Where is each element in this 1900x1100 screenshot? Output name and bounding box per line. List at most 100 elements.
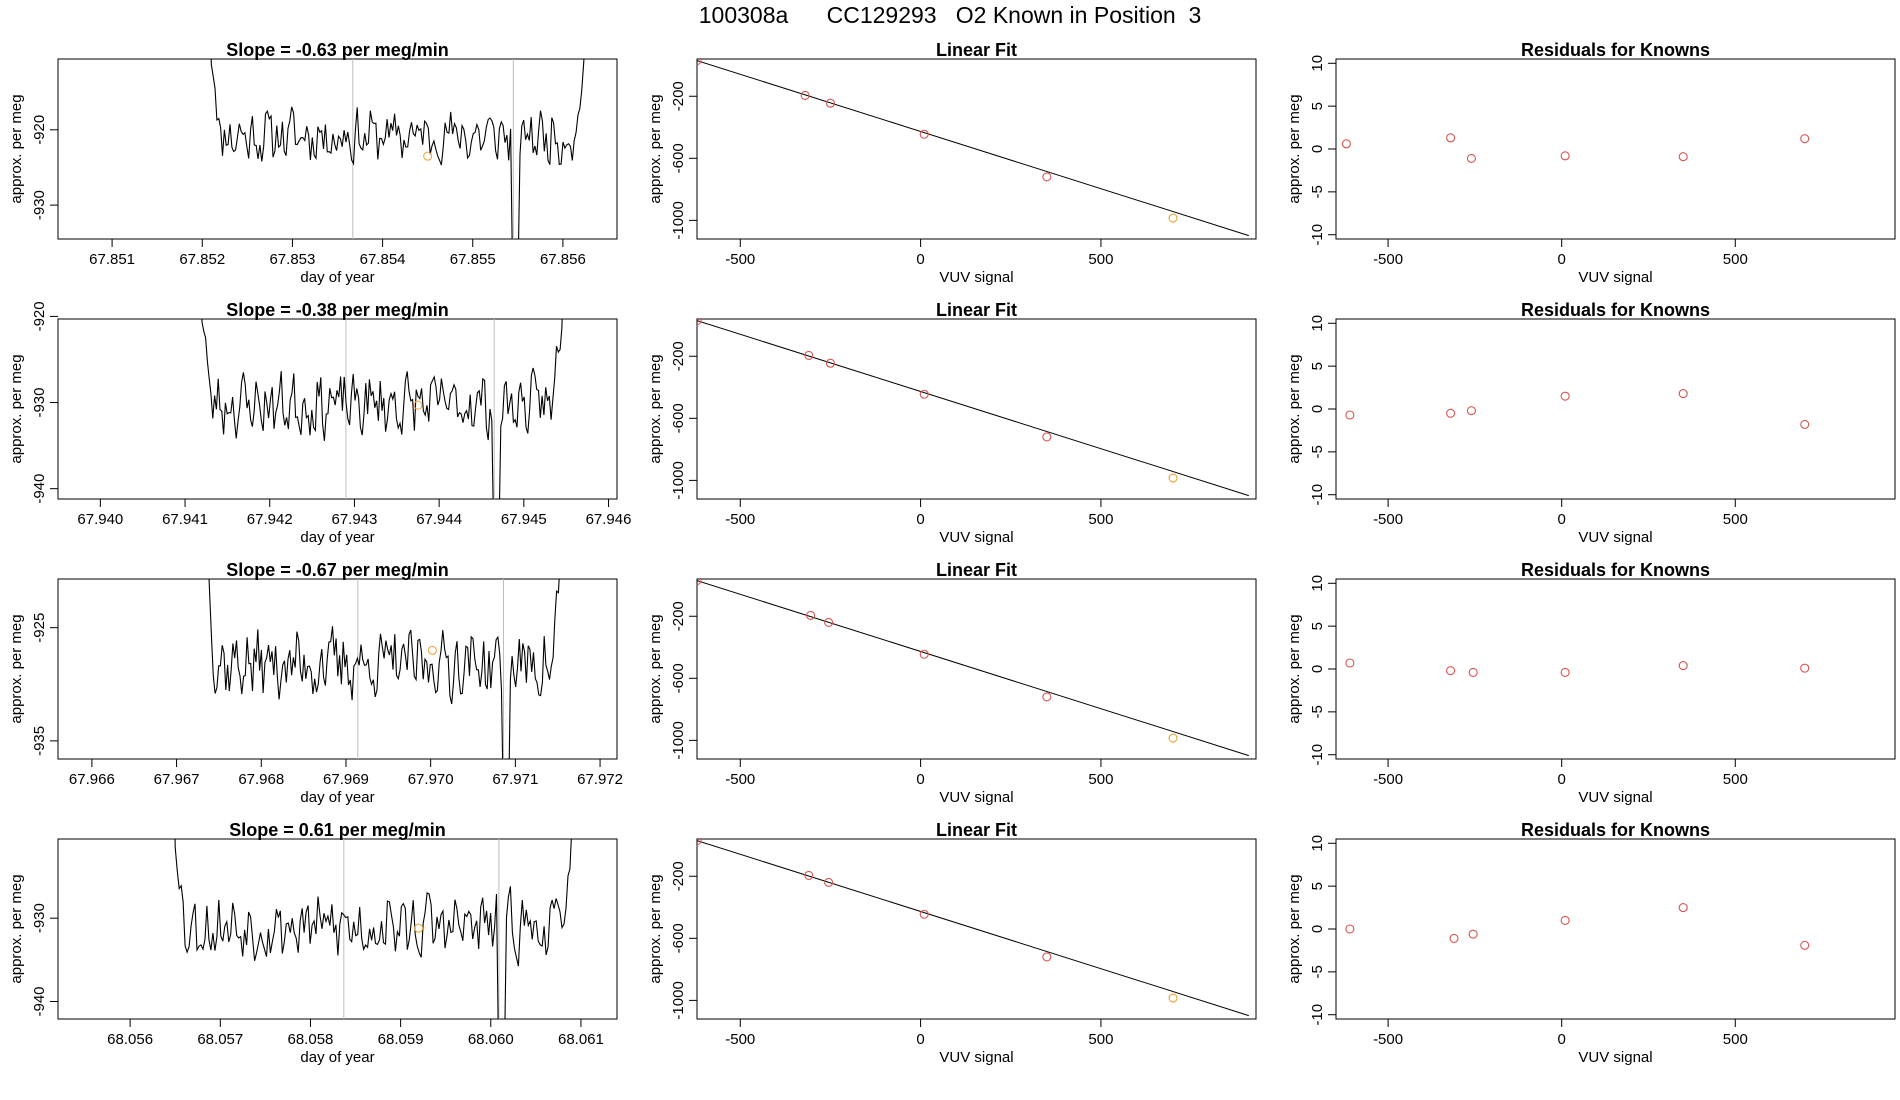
- x-tick-label: 68.056: [107, 1031, 153, 1048]
- y-tick-label: -600: [670, 663, 687, 693]
- panel-title: Slope = -0.38 per meg/min: [226, 300, 449, 320]
- plot-area: [174, 839, 572, 1019]
- data-point: [1168, 473, 1178, 483]
- y-tick-label: -1000: [670, 721, 687, 759]
- plot-area: [697, 579, 1249, 757]
- panel-r1-resid: Residuals for Knowns -500 0 500 -10 -5 0 5 10 VUV…: [1286, 40, 1896, 286]
- data-trace: [208, 579, 560, 759]
- y-axis-label: approx. per meg: [1286, 94, 1303, 203]
- x-tick-label: 68.058: [288, 1031, 334, 1048]
- x-tick-label: 67.966: [69, 771, 115, 788]
- panel-title: Linear Fit: [936, 300, 1017, 320]
- y-axis-label: approx. per meg: [1286, 354, 1303, 463]
- x-tick-label: 67.851: [89, 251, 135, 268]
- data-point: [697, 59, 702, 66]
- y-tick-label: -920: [31, 301, 48, 331]
- data-point: [1560, 391, 1570, 401]
- x-axis-label: VUV signal: [1578, 789, 1652, 806]
- fit-line: [697, 60, 1249, 237]
- panel-title: Slope = -0.67 per meg/min: [226, 560, 449, 580]
- x-tick-label: 0: [1558, 1031, 1566, 1048]
- plot-frame: [696, 58, 1257, 240]
- plot-frame: [696, 318, 1257, 500]
- x-tick-label: -500: [1373, 511, 1403, 528]
- x-tick-label: -500: [725, 251, 755, 268]
- panel-r4-fit: Linear Fit -500 0 500 -200 -600 -1000 VUV signa…: [647, 820, 1257, 1066]
- x-tick-label: 67.968: [238, 771, 284, 788]
- y-tick-label: 10: [1309, 55, 1326, 72]
- data-point: [825, 98, 835, 108]
- data-point: [1446, 666, 1456, 676]
- panel-r3-resid: Residuals for Knowns -500 0 500 -10 -5 0 5 10 VUV…: [1286, 560, 1896, 806]
- x-tick-label: 67.940: [77, 511, 123, 528]
- data-point: [824, 617, 834, 627]
- panel-r4-resid: Residuals for Knowns -500 0 500 -10 -5 0 5 10 VUV…: [1286, 820, 1896, 1066]
- data-point: [825, 358, 835, 368]
- x-tick-label: 67.942: [247, 511, 293, 528]
- panel-title: Residuals for Knowns: [1521, 820, 1710, 840]
- x-tick-label: 0: [916, 1031, 924, 1048]
- y-tick-label: -200: [670, 861, 687, 891]
- x-axis-label: day of year: [300, 529, 374, 546]
- y-axis-label: approx. per meg: [647, 94, 664, 203]
- data-point: [1466, 153, 1476, 163]
- data-point: [1446, 408, 1456, 418]
- x-tick-label: 0: [1558, 511, 1566, 528]
- y-axis-label: approx. per meg: [1286, 874, 1303, 983]
- panel-r2-fit: Linear Fit -500 0 500 -200 -600 -1000 VUV signa…: [647, 300, 1257, 546]
- plot-frame: [57, 578, 618, 760]
- plot-area: [210, 59, 585, 239]
- panel-title: Slope = -0.63 per meg/min: [226, 40, 449, 60]
- data-point: [697, 319, 702, 326]
- y-tick-label: 5: [1309, 102, 1326, 110]
- plot-area: [697, 319, 1249, 497]
- panel-title: Linear Fit: [936, 820, 1017, 840]
- data-point: [1466, 406, 1476, 416]
- y-axis-label: approx. per meg: [8, 94, 25, 203]
- y-tick-label: -5: [1309, 185, 1326, 198]
- x-tick-label: 67.852: [179, 251, 225, 268]
- plot-area: [1345, 658, 1810, 677]
- x-tick-label: 67.853: [269, 251, 315, 268]
- data-point: [1168, 213, 1178, 223]
- data-point: [919, 389, 929, 399]
- x-tick-label: 68.057: [197, 1031, 243, 1048]
- plot-frame: [1335, 838, 1896, 1020]
- x-tick-label: 500: [1088, 511, 1113, 528]
- y-tick-label: -600: [670, 143, 687, 173]
- y-tick-label: 10: [1309, 315, 1326, 332]
- x-tick-label: 0: [1558, 771, 1566, 788]
- plot-frame: [57, 838, 618, 1020]
- y-tick-label: -930: [31, 190, 48, 220]
- x-axis-label: VUV signal: [1578, 529, 1652, 546]
- x-axis-label: VUV signal: [939, 269, 1013, 286]
- data-point: [1800, 663, 1810, 673]
- y-tick-label: -200: [670, 601, 687, 631]
- x-tick-label: -500: [725, 1031, 755, 1048]
- data-point: [800, 90, 810, 101]
- data-point: [1468, 929, 1478, 939]
- y-tick-label: 10: [1309, 835, 1326, 852]
- plot-frame: [1335, 58, 1896, 240]
- data-point: [1678, 152, 1688, 162]
- fit-line: [697, 580, 1249, 757]
- data-point: [1042, 172, 1052, 182]
- data-point: [919, 909, 929, 919]
- y-axis-label: approx. per meg: [8, 614, 25, 723]
- y-tick-label: -1000: [670, 461, 687, 499]
- y-axis-label: approx. per meg: [647, 354, 664, 463]
- x-tick-label: 67.856: [540, 251, 586, 268]
- data-point: [1168, 993, 1178, 1003]
- y-tick-label: -930: [31, 903, 48, 933]
- data-point: [1042, 952, 1052, 962]
- y-tick-label: -10: [1309, 744, 1326, 766]
- y-tick-label: 0: [1309, 405, 1326, 413]
- data-point: [1341, 139, 1351, 149]
- panel-r3-fit: Linear Fit -500 0 500 -200 -600 -1000 VUV signa…: [647, 560, 1257, 806]
- y-tick-label: -930: [31, 388, 48, 418]
- data-point: [697, 579, 702, 586]
- panel-r2-resid: Residuals for Knowns -500 0 500 -10 -5 0 5 10 VUV…: [1286, 300, 1896, 546]
- plot-frame: [1335, 318, 1896, 500]
- y-axis-label: approx. per meg: [647, 874, 664, 983]
